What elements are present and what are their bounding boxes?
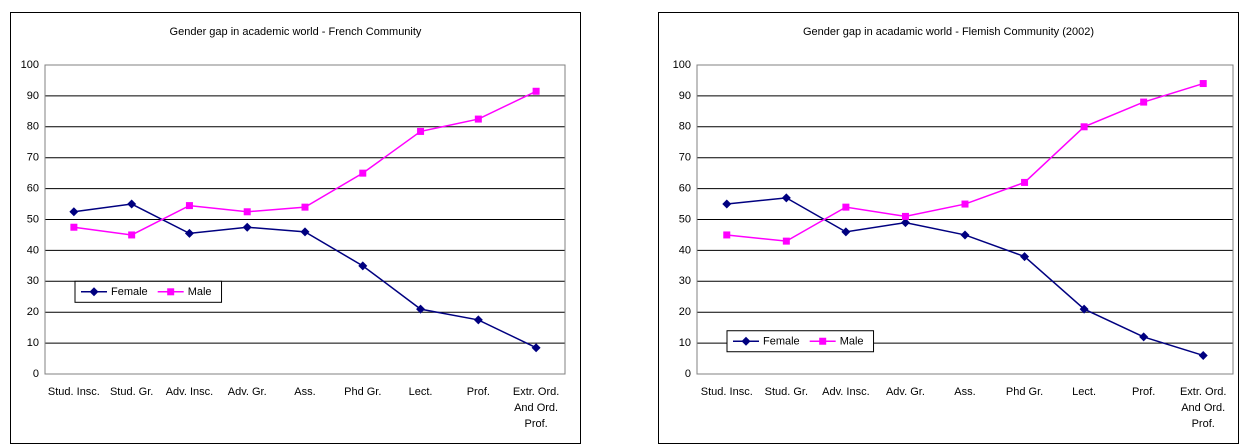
marker [243,208,251,216]
marker [300,227,310,237]
y-tick-label: 70 [679,152,691,164]
marker [961,200,969,208]
x-tick-label: Stud. Insc. [47,386,100,398]
marker [89,287,99,297]
marker [167,288,175,296]
chart-title: Gender gap in academic world - French Co… [170,26,422,38]
plot-area [696,64,1234,375]
chart-frame [658,12,1239,444]
y-tick-label: 60 [27,183,39,195]
x-tick-label: Stud. Gr. [764,386,809,398]
x-tick-label: Ass. [954,386,976,398]
marker [70,223,78,231]
legend [726,330,875,353]
y-tick-label: 70 [27,152,39,164]
y-tick-label: 10 [27,337,39,349]
y-tick-label: 100 [21,59,39,71]
y-tick-label: 90 [27,90,39,102]
x-tick-label: Adv. Insc. [822,386,870,398]
x-tick-label: Extr. Ord. And Ord. Prof. [512,386,560,430]
x-tick-label: Phd Gr. [344,386,382,398]
marker [841,227,851,237]
marker [1079,304,1089,314]
marker [1020,252,1030,262]
marker [531,343,541,353]
x-tick-label: Phd Gr. [1005,386,1044,398]
x-tick-label: Prof. [466,386,490,398]
marker [185,202,193,210]
marker [900,218,910,228]
chart-frame [10,12,581,444]
y-tick-label: 10 [679,337,691,349]
legend-label: Female [763,336,800,348]
marker [532,87,540,95]
marker [1021,178,1029,186]
marker [127,199,137,209]
marker [1080,123,1088,131]
y-tick-label: 0 [685,368,691,380]
chart-title: Gender gap in acadamic world - Flemish C… [803,26,1094,38]
marker [128,231,136,239]
legend-label: Male [840,336,864,348]
x-tick-label: Adv. Gr. [227,386,267,398]
x-tick-label: Ass. [294,386,316,398]
y-tick-label: 100 [673,59,691,71]
x-tick-label: Adv. Insc. [165,386,214,398]
legend-label: Male [188,286,212,298]
marker [358,261,368,271]
y-tick-label: 0 [33,368,39,380]
y-tick-label: 90 [679,90,691,102]
x-tick-label: Extr. Ord. And Ord. Prof. [1179,386,1227,430]
marker [723,231,731,239]
line [726,82,1204,242]
x-tick-label: Lect. [1072,386,1097,398]
marker [416,304,426,314]
marker [741,336,751,346]
x-tick-label: Stud. Insc. [700,386,753,398]
y-tick-label: 50 [27,213,39,225]
marker [473,315,483,325]
line [73,90,537,236]
y-tick-label: 30 [679,275,691,287]
y-tick-label: 20 [27,306,39,318]
marker [69,207,79,217]
x-tick-label: Adv. Gr. [885,386,925,398]
y-tick-label: 20 [679,306,691,318]
marker [842,203,850,211]
y-tick-label: 30 [27,275,39,287]
marker [301,203,309,211]
marker [1199,80,1207,88]
marker [782,237,790,245]
marker [722,199,732,209]
legend-label: Female [111,286,148,298]
legend [74,280,223,303]
x-tick-label: Stud. Gr. [109,386,154,398]
x-tick-label: Prof. [1132,386,1156,398]
y-tick-label: 40 [27,244,39,256]
marker [960,230,970,240]
marker [417,127,425,135]
marker [901,212,909,220]
marker [474,115,482,123]
line [73,203,537,349]
marker [359,169,367,177]
plot-area [44,64,566,375]
marker [242,222,252,232]
y-tick-label: 80 [679,121,691,133]
x-tick-label: Lect. [408,386,433,398]
y-tick-label: 80 [27,121,39,133]
y-tick-label: 60 [679,183,691,195]
marker [1140,98,1148,106]
marker [184,228,194,238]
y-tick-label: 40 [679,244,691,256]
y-tick-label: 50 [679,213,691,225]
marker [819,337,827,345]
marker [1139,332,1149,342]
marker [1198,350,1208,360]
marker [781,193,791,203]
